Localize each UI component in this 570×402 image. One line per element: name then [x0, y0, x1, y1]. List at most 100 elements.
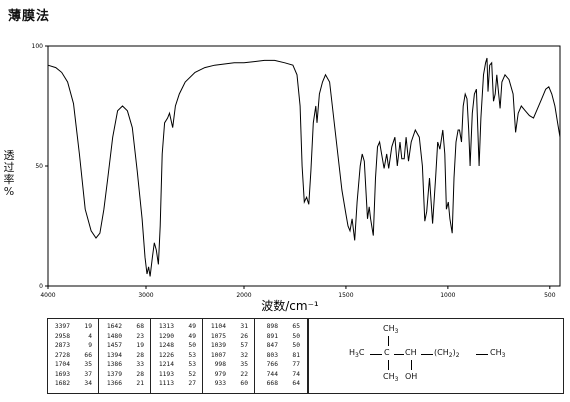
peak-row: 1313 49	[154, 322, 196, 332]
peak-transmittance: 53	[188, 351, 196, 359]
peak-row: 1248 50	[154, 341, 196, 351]
peak-wavenumber: 1704	[54, 361, 70, 368]
peak-row: 1642 68	[102, 322, 144, 332]
peak-transmittance: 49	[188, 323, 196, 330]
peak-wavenumber: 1248	[158, 342, 174, 349]
x-tick-label: 500	[544, 292, 556, 299]
peak-wavenumber: 1113	[158, 380, 174, 387]
peak-row: 766 77	[258, 360, 300, 370]
peak-row: 1039 57	[206, 341, 248, 351]
peak-transmittance: 34	[84, 380, 92, 387]
peak-column: 1104 31 1075 26 1039 57 1007 32 998 35 979 22 933 60	[206, 322, 248, 389]
peak-wavenumber: 766	[266, 361, 278, 368]
peak-wavenumber: 891	[266, 332, 278, 340]
peak-row: 2958 4	[50, 332, 92, 342]
method-label: 薄膜法	[8, 9, 51, 24]
peak-column: 1313 49 1290 49 1248 50 1226 53 1214 53 1193 52 1113…	[154, 322, 196, 389]
peak-wavenumber: 979	[214, 370, 226, 378]
peak-transmittance: 65	[292, 323, 300, 330]
peak-wavenumber: 1642	[106, 323, 122, 330]
top-methyl: CH3	[383, 324, 399, 335]
peak-transmittance: 22	[240, 370, 248, 378]
peak-row: 1007 32	[206, 351, 248, 361]
peak-row: 1386 33	[102, 360, 144, 370]
peak-wavenumber: 1039	[210, 342, 226, 349]
bond-left	[370, 354, 382, 355]
peak-wavenumber: 1457	[106, 342, 122, 349]
peak-transmittance: 21	[136, 380, 144, 387]
peak-wavenumber: 1386	[106, 361, 122, 368]
peak-transmittance: 35	[240, 361, 248, 368]
y-axis-label-char: %	[3, 185, 15, 198]
peak-column: 1642 68 1480 23 1457 19 1394 28 1386 33 1379 28 1366…	[102, 322, 144, 389]
peak-transmittance: 49	[188, 332, 196, 340]
peak-row: 1682 34	[50, 379, 92, 389]
ir-spectrum-chart: 4000 3000 2000 1500 1000 500 0 50 100 波数/cm⁻¹	[32, 43, 561, 313]
peak-transmittance: 28	[136, 370, 144, 378]
column-divider	[150, 319, 151, 393]
peak-transmittance: 53	[188, 361, 196, 368]
peak-transmittance: 28	[136, 351, 144, 359]
peak-row: 1480 23	[102, 332, 144, 342]
column-divider	[254, 319, 255, 393]
peak-row: 1113 27	[154, 379, 196, 389]
peak-row: 1104 31	[206, 322, 248, 332]
peak-wavenumber: 803	[266, 351, 278, 359]
bond-vertical-bottom	[388, 360, 389, 370]
peak-transmittance: 33	[136, 361, 144, 368]
peak-row: 933 60	[206, 379, 248, 389]
peak-row: 1193 52	[154, 370, 196, 380]
peak-wavenumber: 1193	[158, 370, 174, 378]
x-tick-label: 1500	[338, 292, 353, 299]
peak-wavenumber: 1075	[210, 332, 226, 340]
bond-oh	[411, 360, 412, 370]
y-tick-label: 0	[39, 283, 43, 290]
peak-row: 2728 66	[50, 351, 92, 361]
peak-transmittance: 31	[240, 323, 248, 330]
peak-row: 847 50	[258, 341, 300, 351]
peak-row: 1457 19	[102, 341, 144, 351]
peak-transmittance: 68	[136, 323, 144, 330]
peak-row: 1226 53	[154, 351, 196, 361]
peak-transmittance: 37	[84, 370, 92, 378]
peak-row: 1366 21	[102, 379, 144, 389]
peak-row: 803 81	[258, 351, 300, 361]
x-tick-label: 1000	[440, 292, 455, 299]
peak-transmittance: 50	[292, 332, 300, 340]
peak-transmittance: 50	[188, 342, 196, 349]
y-axis-label-char: 过	[3, 161, 15, 174]
x-tick-label: 2000	[236, 292, 251, 299]
y-tick-label: 100	[32, 43, 44, 50]
peak-row: 2873 9	[50, 341, 92, 351]
peak-wavenumber: 1480	[106, 332, 122, 340]
peak-transmittance: 26	[240, 332, 248, 340]
peak-wavenumber: 933	[214, 380, 226, 387]
peak-wavenumber: 847	[266, 342, 278, 349]
y-axis-label-char: 率	[3, 173, 15, 186]
peak-wavenumber: 998	[214, 361, 226, 368]
peak-wavenumber: 668	[266, 380, 278, 387]
propyl-chain: (CH2)2	[434, 348, 460, 359]
peak-column: 3397 19 2958 4 2873 9 2728 66 1704 35 1693 37 1682 34	[50, 322, 92, 389]
peak-row: 668 64	[258, 379, 300, 389]
peak-transmittance: 66	[84, 351, 92, 359]
x-tick-label: 4000	[40, 292, 55, 299]
peak-wavenumber: 898	[266, 323, 278, 330]
peak-wavenumber: 3397	[54, 323, 70, 330]
y-axis-label-char: 透	[3, 149, 15, 162]
peak-row: 1394 28	[102, 351, 144, 361]
peak-transmittance: 23	[136, 332, 144, 340]
peak-row: 1693 37	[50, 370, 92, 380]
peak-row: 744 74	[258, 370, 300, 380]
y-tick-label: 50	[35, 163, 43, 170]
peak-wavenumber: 1682	[54, 380, 70, 387]
peak-wavenumber: 744	[266, 370, 278, 378]
peak-transmittance: 77	[292, 361, 300, 368]
peak-transmittance: 19	[136, 342, 144, 349]
peak-transmittance: 52	[188, 370, 196, 378]
peak-row: 979 22	[206, 370, 248, 380]
peak-wavenumber: 1693	[54, 370, 70, 378]
spectrum-line	[47, 57, 561, 277]
peak-transmittance: 32	[240, 351, 248, 359]
peak-table: 3397 19 2958 4 2873 9 2728 66 1704 35 1693 37 1682 34…	[47, 318, 309, 394]
